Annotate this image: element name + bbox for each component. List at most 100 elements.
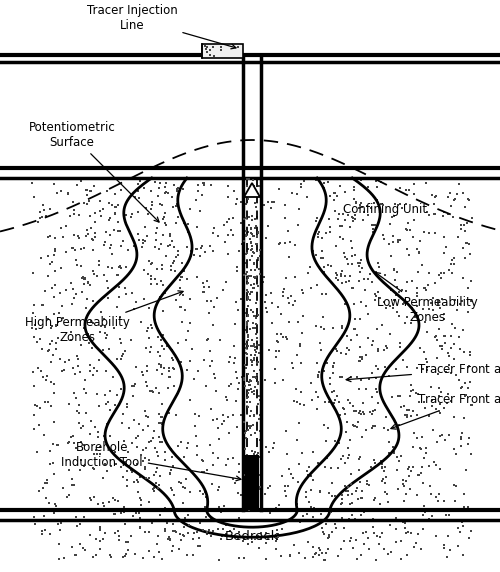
Point	[112, 390, 120, 399]
Point	[199, 178, 207, 188]
Point	[208, 217, 216, 226]
Point	[180, 458, 188, 467]
Point	[283, 383, 291, 392]
Point	[276, 198, 284, 207]
Point	[322, 454, 330, 463]
Point	[261, 374, 269, 383]
Point	[39, 483, 47, 492]
Point	[396, 392, 404, 401]
Point	[308, 353, 316, 363]
Point	[252, 319, 260, 328]
Point	[306, 219, 314, 228]
Point	[261, 297, 269, 307]
Point	[368, 340, 376, 349]
Point	[280, 440, 288, 450]
Point	[70, 197, 78, 206]
Point	[438, 273, 446, 283]
Point	[114, 283, 122, 292]
Point	[307, 175, 315, 184]
Point	[60, 554, 68, 563]
Point	[362, 351, 370, 360]
Point	[349, 213, 357, 223]
Point	[204, 342, 212, 351]
Point	[222, 277, 230, 286]
Point	[396, 537, 404, 546]
Point	[200, 467, 208, 476]
Point	[407, 387, 415, 396]
Point	[253, 232, 261, 241]
Point	[357, 409, 365, 418]
Point	[322, 436, 330, 446]
Point	[348, 212, 356, 221]
Point	[444, 531, 452, 541]
Point	[428, 402, 436, 411]
Point	[335, 209, 343, 219]
Point	[403, 412, 411, 421]
Point	[289, 482, 297, 491]
Point	[373, 196, 381, 205]
Point	[200, 430, 208, 439]
Point	[380, 466, 388, 475]
Point	[86, 493, 94, 502]
Point	[28, 269, 36, 278]
Point	[94, 450, 102, 459]
Point	[326, 414, 334, 423]
Point	[170, 520, 177, 529]
Point	[435, 407, 443, 416]
Point	[242, 427, 250, 436]
Point	[272, 200, 280, 209]
Point	[210, 483, 218, 492]
Point	[48, 284, 56, 293]
Point	[320, 555, 328, 565]
Point	[276, 505, 284, 514]
Point	[425, 515, 433, 524]
Point	[240, 484, 248, 493]
Point	[178, 317, 186, 327]
Point	[212, 209, 220, 219]
Point	[374, 344, 382, 353]
Point	[313, 404, 321, 414]
Point	[462, 466, 469, 475]
Point	[433, 438, 441, 447]
Point	[191, 259, 199, 268]
Point	[42, 212, 50, 221]
Point	[360, 208, 368, 217]
Point	[138, 450, 145, 459]
Point	[242, 503, 250, 512]
Point	[256, 499, 264, 508]
Point	[413, 411, 421, 420]
Point	[392, 418, 400, 427]
Point	[292, 384, 300, 394]
Point	[72, 550, 80, 559]
Point	[202, 513, 210, 522]
Point	[338, 222, 345, 231]
Point	[80, 244, 88, 253]
Point	[378, 464, 386, 473]
Point	[242, 216, 250, 225]
Point	[294, 317, 302, 327]
Point	[92, 445, 100, 454]
Point	[240, 259, 248, 268]
Point	[452, 449, 460, 458]
Point	[250, 465, 258, 474]
Point	[152, 463, 160, 472]
Point	[436, 303, 444, 312]
Point	[62, 248, 70, 257]
Point	[66, 279, 74, 288]
Point	[240, 496, 248, 506]
Point	[232, 423, 240, 432]
Point	[244, 394, 252, 403]
Point	[234, 308, 242, 317]
Point	[356, 201, 364, 210]
Point	[184, 528, 192, 537]
Point	[397, 451, 405, 460]
Point	[393, 452, 401, 462]
Point	[116, 313, 124, 322]
Point	[344, 450, 352, 459]
Point	[380, 478, 388, 487]
Point	[192, 432, 200, 441]
Point	[122, 262, 130, 271]
Point	[117, 186, 125, 195]
Point	[304, 470, 312, 479]
Point	[150, 484, 158, 493]
